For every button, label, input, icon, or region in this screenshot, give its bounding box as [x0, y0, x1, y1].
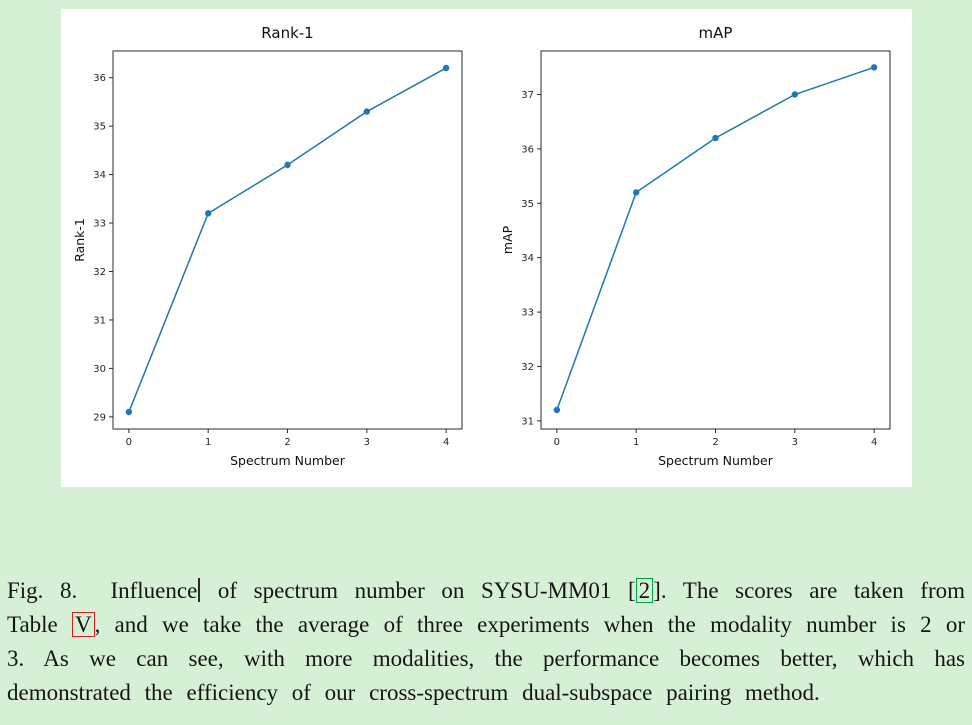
x-tick-label: 2 — [712, 437, 718, 448]
chart-title: mAP — [699, 24, 733, 42]
y-tick-label: 36 — [93, 73, 106, 84]
x-tick-label: 2 — [284, 437, 290, 448]
data-point — [284, 161, 291, 169]
y-tick-label: 33 — [521, 308, 534, 319]
text-cursor — [198, 578, 201, 602]
y-tick-label: 35 — [521, 199, 534, 210]
citation-ref[interactable]: 2 — [635, 578, 654, 603]
x-tick-label: 4 — [443, 437, 449, 448]
x-axis-label: Spectrum Number — [658, 453, 774, 468]
y-tick-label: 35 — [93, 122, 106, 133]
x-tick-label: 0 — [126, 437, 132, 448]
y-tick-label: 31 — [93, 315, 106, 326]
figure-caption: Fig. 8. Influence of spectrum number on … — [7, 574, 965, 710]
y-tick-label: 34 — [93, 170, 106, 181]
citation-close-bracket: ]. — [653, 578, 667, 603]
data-point — [791, 91, 799, 98]
y-tick-label: 37 — [521, 90, 534, 101]
data-point — [712, 134, 719, 142]
plot-area — [112, 50, 463, 430]
citation-open-bracket: [ — [628, 578, 636, 603]
data-point — [204, 210, 212, 217]
caption-prefix: Fig. 8. Influence — [7, 578, 198, 603]
x-axis-label: Spectrum Number — [230, 453, 346, 468]
x-tick-label: 4 — [871, 437, 877, 448]
caption-text-1: of spectrum number on SYSU-MM01 — [201, 578, 628, 603]
x-tick-label: 1 — [633, 437, 639, 448]
y-tick-label: 33 — [93, 219, 106, 230]
y-axis-label: Rank-1 — [72, 218, 87, 262]
y-axis-label: mAP — [500, 225, 515, 254]
x-tick-label: 0 — [554, 437, 560, 448]
y-tick-label: 30 — [93, 364, 106, 375]
y-tick-label: 32 — [521, 362, 534, 373]
data-point — [632, 189, 640, 196]
x-tick-label: 3 — [792, 437, 798, 448]
data-point — [125, 408, 133, 416]
caption-text-2: The scores are taken from Table — [7, 578, 965, 637]
y-tick-label: 34 — [521, 253, 534, 264]
y-tick-label: 29 — [93, 412, 106, 423]
figure-panel: 0 1 2 3 4 29 30 31 32 33 34 35 36 Rank-1 Spectrum Numb… — [61, 9, 912, 487]
y-tick-label: 32 — [93, 267, 106, 278]
y-tick-label: 31 — [521, 416, 534, 427]
x-tick-label: 3 — [364, 437, 370, 448]
y-tick-label: 36 — [521, 144, 534, 155]
chart-title: Rank-1 — [261, 24, 313, 42]
data-point — [553, 406, 561, 414]
table-ref[interactable]: V — [71, 612, 95, 637]
data-point — [870, 64, 878, 71]
plot-area — [540, 50, 891, 430]
caption-text-3: , and we take the average of three exper… — [7, 612, 965, 705]
data-point — [442, 64, 450, 72]
x-tick-label: 1 — [205, 437, 211, 448]
data-point — [363, 108, 371, 115]
